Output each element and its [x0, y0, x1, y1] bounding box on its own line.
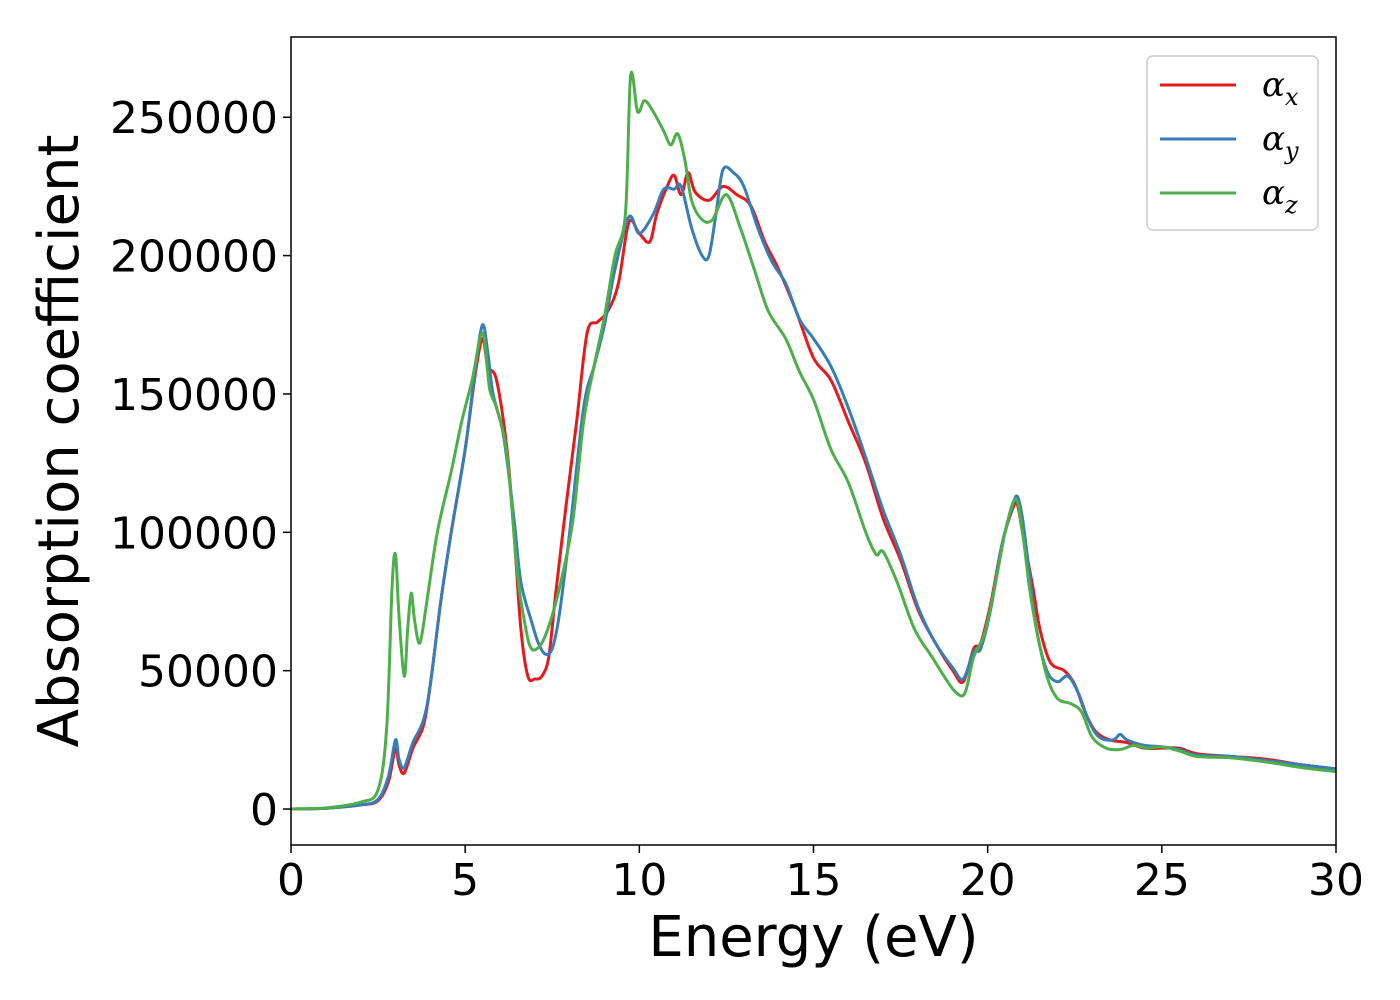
y-tick-label: 50000: [138, 647, 278, 698]
x-tick-label: 0: [277, 855, 305, 906]
x-tick-label: 30: [1308, 855, 1364, 906]
series-layer: [291, 70, 1336, 811]
x-tick-label: 15: [786, 855, 842, 906]
x-axis-ticks: 0 5 10 15 20 25 30: [277, 845, 1364, 906]
x-tick-label: 20: [960, 855, 1016, 906]
x-tick-label: 5: [451, 855, 479, 906]
y-axis-label: Absorption coefficient: [27, 135, 92, 748]
x-tick-label: 10: [611, 855, 667, 906]
series-line-alpha-y: [291, 165, 1336, 811]
y-axis-ticks: 0 50000 100000 150000 200000 250000: [110, 93, 291, 836]
y-tick-label: 0: [250, 785, 278, 836]
y-tick-label: 150000: [110, 370, 278, 421]
series-line-alpha-z: [291, 70, 1336, 811]
x-axis-label: Energy (eV): [648, 905, 978, 970]
y-tick-label: 250000: [110, 93, 278, 144]
y-tick-label: 100000: [110, 508, 278, 559]
y-tick-label: 200000: [110, 232, 278, 283]
x-tick-label: 25: [1134, 855, 1190, 906]
legend-box: [1146, 55, 1319, 231]
